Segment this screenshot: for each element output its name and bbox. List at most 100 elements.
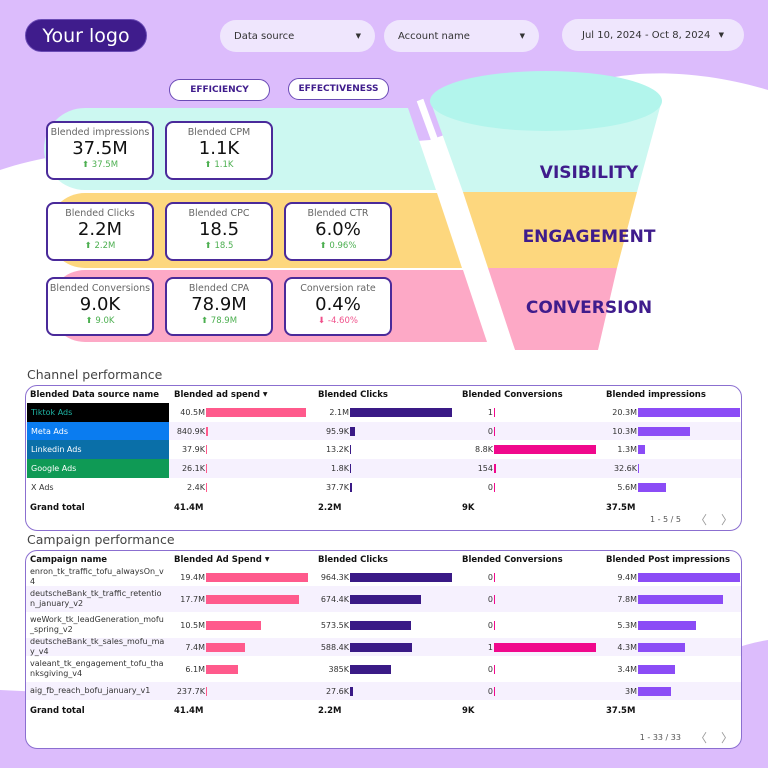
spend-bar <box>206 664 238 674</box>
table-row[interactable]: weWork_tk_leadGeneration_mofu_spring_v2 1… <box>26 612 741 638</box>
delta-value: 78.9M <box>210 316 238 326</box>
conv-value: 0 <box>487 426 493 436</box>
table-row[interactable]: deutscheBank_tk_sales_mofu_may_v4 7.4M 588… <box>26 637 741 657</box>
column-label: Blended Conversions <box>462 389 563 400</box>
clicks-cell: 964.3K <box>306 568 452 586</box>
campaign-name: enron_tk_traffic_tofu_alwaysOn_v4 <box>30 567 166 586</box>
campaign-performance-table: Campaign name Blended Ad Spend ▼ Blended C… <box>25 550 742 749</box>
scorecard-label: Blended Clicks <box>65 208 135 219</box>
clicks-value: 588.4K <box>320 642 349 652</box>
impr-cell: 7.8M <box>594 586 723 612</box>
column-label: Campaign name <box>30 554 108 565</box>
impr-value: 4.3M <box>617 642 637 652</box>
chevron-left-icon[interactable]: 〈 <box>694 513 707 527</box>
column-header: Blended Data source name <box>30 386 159 403</box>
campaign-name-text: enron_tk_traffic_tofu_alwaysOn_v4 <box>30 567 164 586</box>
table-row[interactable]: aig_fb_reach_bofu_january_v1 237.7K 27.6K 0… <box>26 682 741 701</box>
impr-value: 32.6K <box>613 463 637 473</box>
clicks-bar <box>350 426 355 436</box>
impr-bar <box>638 445 645 455</box>
filter-label: Data source <box>234 30 295 42</box>
table-row[interactable]: valeant_tk_engagement_tofu_thanksgiving_… <box>26 656 741 682</box>
clicks-cell: 1.8K <box>306 459 351 478</box>
column-header[interactable]: Blended Ad Spend ▼ <box>174 551 269 568</box>
conv-value: 0 <box>487 620 493 630</box>
scorecard-delta: ⬆ 1.1K <box>167 160 271 170</box>
scorecard-label: Blended CTR <box>307 208 369 219</box>
scorecard-value: 2.2M <box>77 219 123 240</box>
date-range-picker[interactable]: Jul 10, 2024 - Oct 8, 2024 ▼ <box>562 19 744 51</box>
clicks-value: 1.8K <box>331 463 349 473</box>
campaign-name: aig_fb_reach_bofu_january_v1 <box>30 682 166 700</box>
impr-value: 1.3M <box>617 445 637 455</box>
chevron-left-icon[interactable]: 〈 <box>694 731 707 745</box>
clicks-bar <box>350 594 421 604</box>
impr-value: 5.3M <box>617 620 637 630</box>
funnel-top <box>430 71 662 131</box>
impr-bar <box>638 572 740 582</box>
account-name-filter[interactable]: Account name ▼ <box>384 20 539 52</box>
arrow-up-icon: ⬆ <box>204 160 212 170</box>
spend-value: 10.5M <box>180 620 205 630</box>
table-row[interactable]: X Ads 2.4K 37.7K 0 5.6M <box>26 478 741 497</box>
table-row[interactable]: Google Ads 26.1K 1.8K 154 32.6K <box>26 459 741 478</box>
efficiency-toggle[interactable]: EFFICIENCY <box>169 79 270 101</box>
source-name: Linkedin Ads <box>27 440 169 460</box>
clicks-cell: 385K <box>306 656 391 682</box>
channel-performance-table: Blended Data source name Blended ad spend… <box>25 385 742 531</box>
conv-value: 0 <box>487 572 493 582</box>
scorecard-label: Blended impressions <box>50 127 150 138</box>
effectiveness-toggle[interactable]: EFFECTIVENESS <box>288 78 389 100</box>
chevron-right-icon[interactable]: 〉 <box>720 731 733 745</box>
arrow-up-icon: ⬆ <box>85 316 93 326</box>
delta-value: 1.1K <box>214 160 234 170</box>
scorecard-value: 0.4% <box>315 294 361 315</box>
campaign-name: deutscheBank_tk_sales_mofu_may_v4 <box>30 637 166 657</box>
table-row[interactable]: Meta Ads 840.9K 95.9K 0 10.3M <box>26 421 741 441</box>
source-name: X Ads <box>31 482 54 492</box>
campaign-name: weWork_tk_leadGeneration_mofu_spring_v2 <box>30 612 166 638</box>
sort-caret-down-icon[interactable]: ▼ <box>264 556 270 563</box>
table-row[interactable]: Linkedin Ads 37.9K 13.2K 8.8K 1.3M <box>26 440 741 460</box>
scorecard-delta: ⬆ 37.5M <box>48 160 152 170</box>
spend-cell: 19.4M <box>162 568 308 586</box>
grand-total-row: Grand total 41.4M 2.2M 9K 37.5M <box>26 497 741 520</box>
scorecard: Blended impressions 37.5M ⬆ 37.5M <box>46 121 154 180</box>
total-impr: 37.5M <box>606 502 636 513</box>
table-row[interactable]: deutscheBank_tk_traffic_retention_januar… <box>26 586 741 613</box>
campaign-name-text: aig_fb_reach_bofu_january_v1 <box>30 686 151 696</box>
conv-bar <box>494 426 495 436</box>
spend-value: 40.5M <box>180 407 205 417</box>
scorecard-value: 6.0% <box>315 219 361 240</box>
total-conv: 9K <box>462 706 475 717</box>
chevron-right-icon[interactable]: 〉 <box>720 513 733 527</box>
scorecard-value: 1.1K <box>198 138 240 159</box>
impr-bar <box>638 426 690 436</box>
campaign-name-text: deutscheBank_tk_sales_mofu_may_v4 <box>30 637 165 657</box>
column-label: Blended Clicks <box>318 389 388 400</box>
spend-cell: 2.4K <box>162 478 207 497</box>
campaign-performance-title: Campaign performance <box>27 532 175 547</box>
spend-cell: 37.9K <box>162 440 207 459</box>
caret-down-icon: ▼ <box>355 32 361 40</box>
conv-cell: 1 <box>450 638 596 656</box>
data-source-filter[interactable]: Data source ▼ <box>220 20 375 52</box>
conv-value: 0 <box>487 686 493 696</box>
impr-cell: 9.4M <box>594 568 740 586</box>
sort-caret-down-icon[interactable]: ▼ <box>262 391 268 398</box>
table-row[interactable]: Tiktok Ads 40.5M 2.1M 1 20.3M <box>26 403 741 422</box>
spend-bar <box>206 426 208 436</box>
conv-bar <box>494 686 495 696</box>
impr-bar <box>638 407 740 417</box>
delta-value: 18.5 <box>214 241 234 251</box>
clicks-bar <box>350 482 352 492</box>
clicks-value: 13.2K <box>325 445 349 455</box>
conv-value: 1 <box>487 642 493 652</box>
conv-cell: 0 <box>450 656 495 682</box>
pagination: 1 - 33 / 33 〈〉 <box>640 729 733 746</box>
impr-cell: 1.3M <box>594 440 645 459</box>
delta-value: 37.5M <box>91 160 119 170</box>
column-header[interactable]: Blended ad spend ▼ <box>174 386 268 403</box>
spend-value: 2.4K <box>187 482 205 492</box>
table-row[interactable]: enron_tk_traffic_tofu_alwaysOn_v4 19.4M 96… <box>26 567 741 586</box>
